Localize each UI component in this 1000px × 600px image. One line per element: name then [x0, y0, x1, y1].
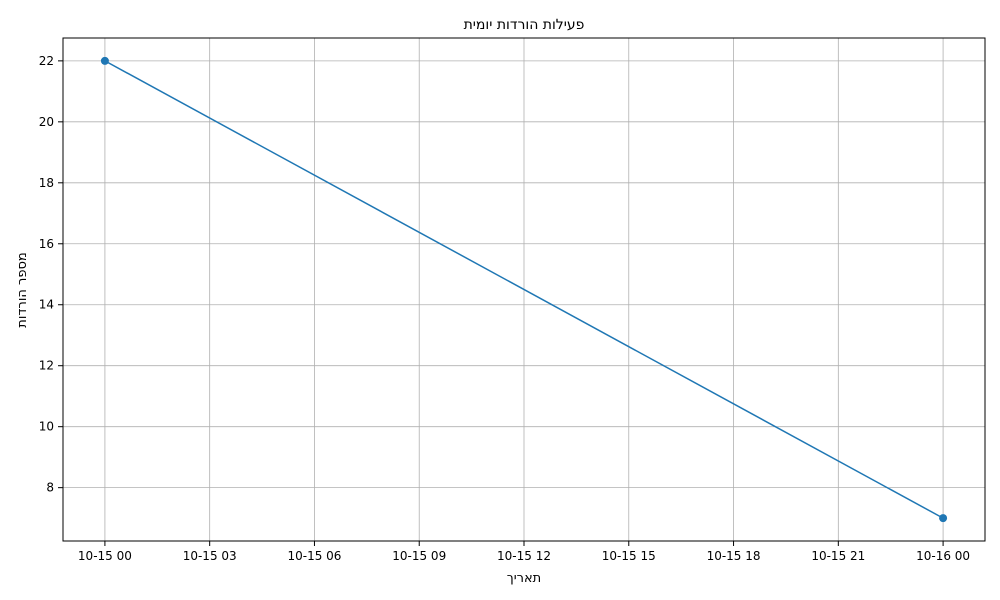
y-tick-label: 10 — [39, 420, 54, 434]
x-axis-title: תאריך — [507, 571, 541, 586]
y-tick-label: 14 — [39, 298, 54, 312]
y-axis-ticks: 8 10 12 14 16 18 20 22 — [39, 54, 63, 495]
x-axis-ticks: 10-15 00 10-15 03 10-15 06 10-15 09 10-15 12… — [78, 541, 970, 563]
x-tick-label: 10-15 00 — [78, 549, 132, 563]
x-tick-label: 10-15 09 — [392, 549, 446, 563]
x-tick-label: 10-15 03 — [183, 549, 237, 563]
y-tick-label: 8 — [46, 481, 54, 495]
y-tick-label: 18 — [39, 176, 54, 190]
y-axis-title: מספר הורדות — [15, 252, 30, 327]
data-point — [939, 514, 948, 523]
x-tick-label: 10-15 18 — [707, 549, 761, 563]
y-tick-label: 20 — [39, 115, 54, 129]
x-tick-label: 10-15 21 — [811, 549, 865, 563]
data-point — [100, 56, 109, 65]
chart-title: פעילות הורדות יומית — [464, 17, 585, 33]
x-tick-label: 10-16 00 — [916, 549, 970, 563]
series-line — [104, 60, 944, 519]
y-tick-label: 12 — [39, 359, 54, 373]
series — [100, 56, 948, 523]
x-tick-label: 10-15 06 — [287, 549, 341, 563]
y-tick-label: 16 — [39, 237, 54, 251]
x-tick-label: 10-15 15 — [602, 549, 656, 563]
x-tick-label: 10-15 12 — [497, 549, 551, 563]
y-tick-label: 22 — [39, 54, 54, 68]
grid — [63, 38, 985, 541]
